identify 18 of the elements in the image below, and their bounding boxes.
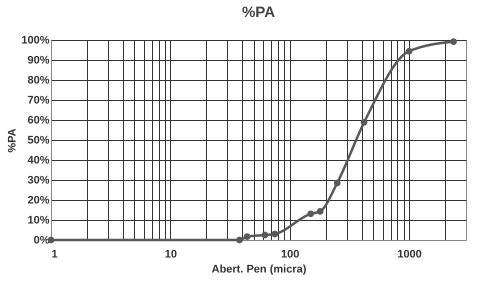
y-tick-label: 10%	[27, 214, 50, 226]
x-tick-label: 1	[52, 248, 58, 260]
x-tick-label: 100	[281, 248, 300, 260]
x-axis-title: Abert. Pen (micra)	[212, 264, 307, 276]
y-tick-label: 30%	[27, 174, 50, 186]
y-tick-label: 50%	[27, 134, 50, 146]
y-tick-label: 100%	[21, 34, 50, 46]
y-tick-label: 0%	[34, 234, 50, 246]
y-tick-label: 60%	[27, 114, 50, 126]
y-tick-label: 40%	[27, 154, 50, 166]
x-tick-label: 1000	[397, 248, 422, 260]
y-axis-title: %PA	[6, 128, 18, 153]
y-tick-label: 90%	[27, 54, 50, 66]
y-tick-label: 70%	[27, 94, 50, 106]
chart-title: %PA	[242, 4, 276, 21]
y-tick-label: 20%	[27, 194, 50, 206]
x-tick-label: 10	[164, 248, 177, 260]
y-tick-label: 80%	[27, 74, 50, 86]
